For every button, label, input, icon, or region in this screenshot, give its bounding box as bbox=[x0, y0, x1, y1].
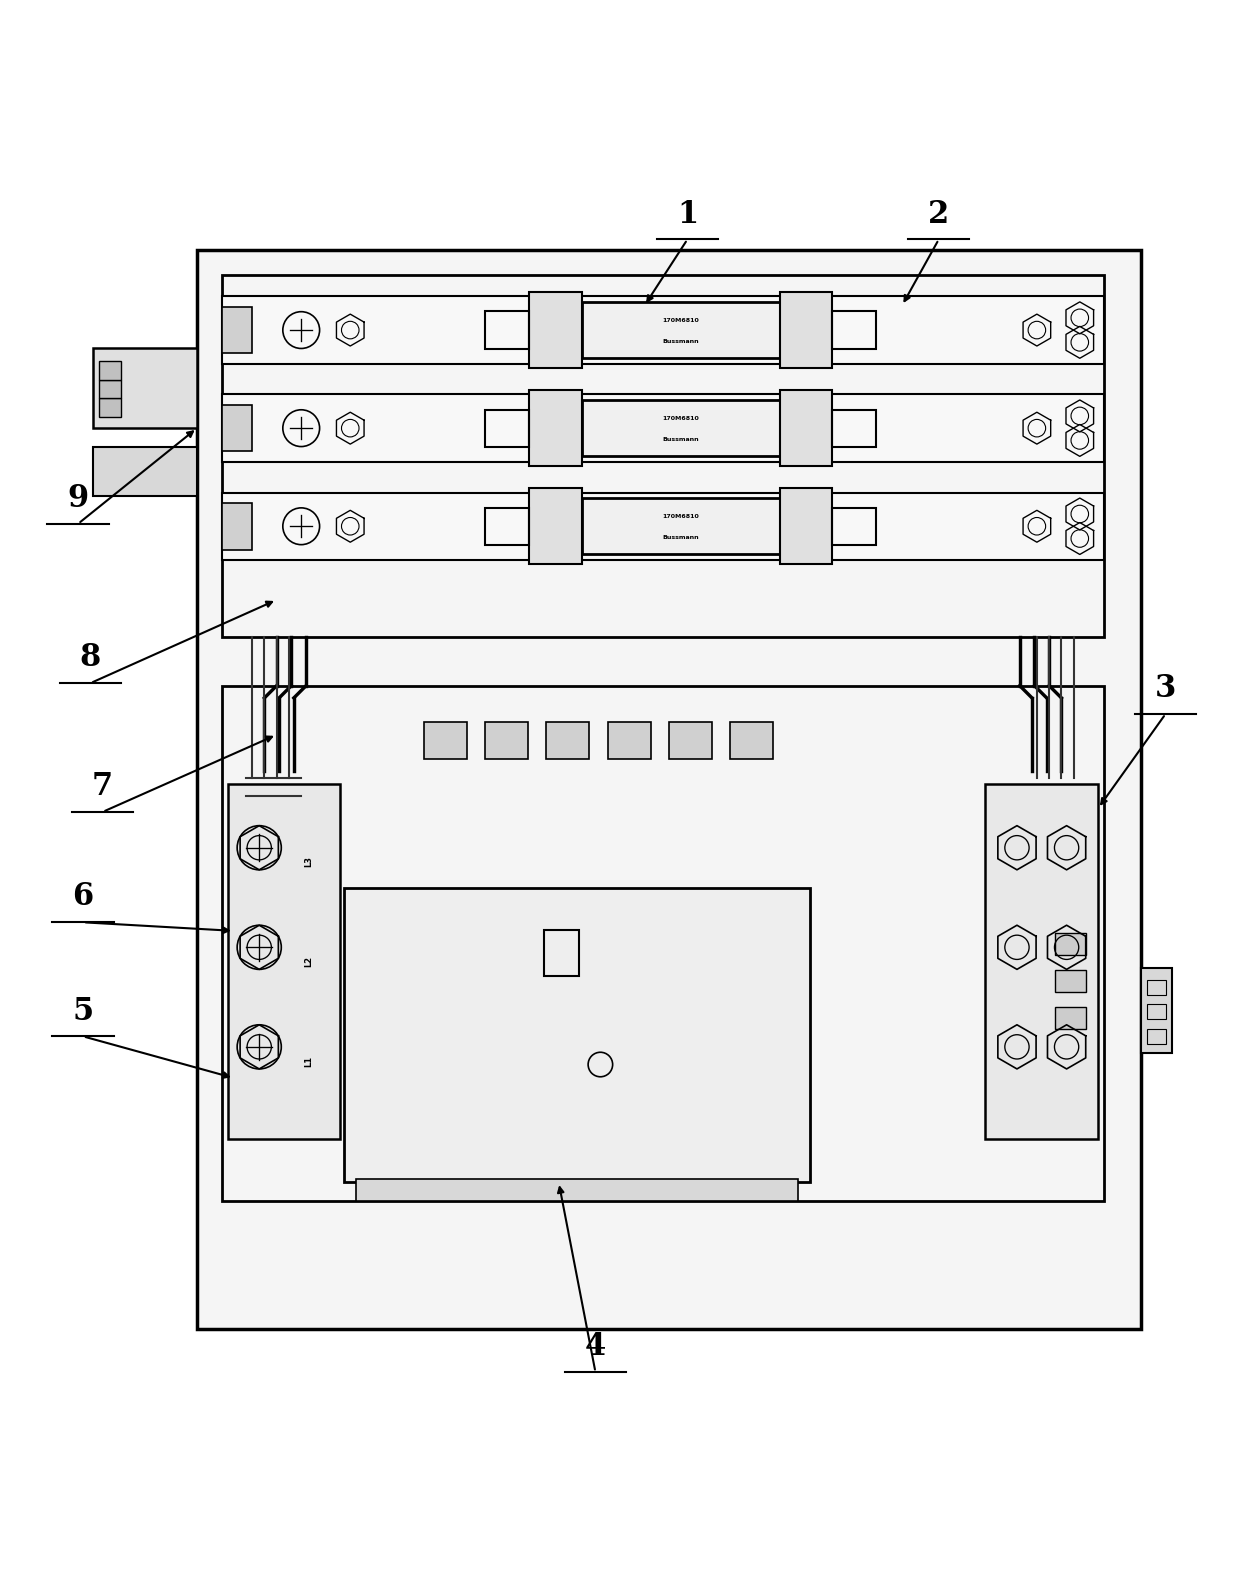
Text: L3: L3 bbox=[304, 856, 314, 868]
Text: 3: 3 bbox=[1154, 673, 1177, 704]
Bar bbox=[986, 783, 1099, 1140]
Bar bbox=[99, 380, 122, 398]
Text: 7: 7 bbox=[92, 771, 113, 802]
Bar bbox=[544, 930, 579, 976]
Bar bbox=[356, 1178, 797, 1200]
Bar bbox=[780, 390, 832, 466]
Text: L2: L2 bbox=[304, 955, 314, 966]
Bar bbox=[222, 395, 1105, 462]
Text: Bussmann: Bussmann bbox=[662, 438, 699, 443]
Bar bbox=[222, 307, 252, 353]
Bar bbox=[197, 250, 1141, 1329]
Bar bbox=[228, 783, 341, 1140]
Bar bbox=[730, 723, 774, 759]
Text: 4: 4 bbox=[585, 1331, 606, 1363]
Bar bbox=[582, 302, 780, 358]
Bar bbox=[485, 409, 529, 447]
Bar bbox=[222, 492, 1105, 560]
Bar bbox=[99, 361, 122, 380]
Text: 9: 9 bbox=[67, 482, 88, 514]
Bar bbox=[1055, 1006, 1086, 1028]
Bar bbox=[99, 398, 122, 417]
Bar bbox=[222, 503, 252, 549]
Bar bbox=[485, 723, 528, 759]
Text: 6: 6 bbox=[72, 882, 93, 912]
Bar bbox=[345, 888, 810, 1183]
Bar bbox=[529, 489, 582, 564]
Bar bbox=[832, 409, 877, 447]
Text: 2: 2 bbox=[929, 199, 950, 229]
Bar bbox=[780, 489, 832, 564]
Bar bbox=[1055, 970, 1086, 992]
Bar bbox=[832, 312, 877, 349]
Bar bbox=[93, 447, 197, 495]
Bar bbox=[485, 312, 529, 349]
Text: 1: 1 bbox=[677, 199, 698, 229]
Bar bbox=[529, 390, 582, 466]
Bar bbox=[608, 723, 651, 759]
Bar bbox=[582, 400, 780, 457]
Text: Bussmann: Bussmann bbox=[662, 535, 699, 540]
Bar bbox=[780, 293, 832, 368]
Text: L1: L1 bbox=[304, 1055, 314, 1067]
Bar bbox=[424, 723, 466, 759]
Bar bbox=[93, 349, 197, 428]
Text: 170M6810: 170M6810 bbox=[662, 514, 699, 519]
Bar bbox=[222, 275, 1105, 637]
Bar bbox=[582, 498, 780, 554]
Bar bbox=[1141, 968, 1172, 1054]
Bar bbox=[222, 686, 1105, 1200]
Bar bbox=[1147, 1005, 1166, 1019]
Text: 5: 5 bbox=[72, 995, 93, 1027]
Bar bbox=[547, 723, 589, 759]
Bar bbox=[832, 508, 877, 544]
Bar bbox=[1055, 933, 1086, 955]
Text: 170M6810: 170M6810 bbox=[662, 417, 699, 422]
Bar bbox=[1147, 981, 1166, 995]
Bar bbox=[222, 296, 1105, 365]
Text: Bussmann: Bussmann bbox=[662, 339, 699, 344]
Bar bbox=[1147, 1028, 1166, 1044]
Text: 8: 8 bbox=[79, 643, 100, 673]
Bar bbox=[485, 508, 529, 544]
Bar bbox=[670, 723, 712, 759]
Bar bbox=[222, 404, 252, 452]
Bar bbox=[529, 293, 582, 368]
Text: 170M6810: 170M6810 bbox=[662, 318, 699, 323]
